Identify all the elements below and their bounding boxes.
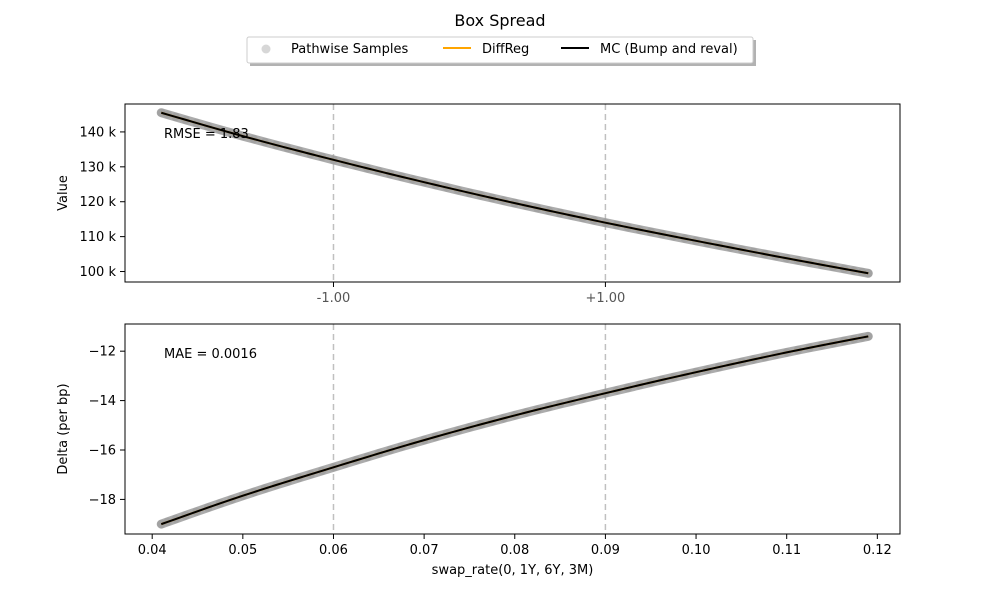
top-pathwise-samples bbox=[156, 108, 873, 278]
top-ytick-label: 100 k bbox=[80, 265, 117, 280]
legend-box bbox=[246, 36, 754, 64]
top-ytick-label: 120 k bbox=[80, 195, 117, 210]
x-axis-label: swap_rate(0, 1Y, 6Y, 3M) bbox=[432, 563, 594, 578]
bottom-mc-line bbox=[160, 335, 869, 526]
top-vline-label: -1.00 bbox=[317, 291, 351, 306]
bottom-xtick-label: 0.08 bbox=[500, 543, 529, 558]
bottom-frame bbox=[124, 323, 901, 535]
bottom-xtick-label: 0.04 bbox=[138, 543, 167, 558]
bottom-ytick-label: −14 bbox=[89, 394, 116, 409]
bottom-xtick-label: 0.05 bbox=[228, 543, 257, 558]
legend-label: DiffReg bbox=[482, 42, 529, 57]
top-sample-point bbox=[157, 108, 166, 117]
bottom-y-axis-label: Delta (per bp) bbox=[56, 383, 71, 474]
bottom-ytick-label: −12 bbox=[89, 345, 116, 360]
bottom-diffreg-line bbox=[160, 335, 869, 526]
bottom-annotation: MAE = 0.0016 bbox=[164, 347, 257, 362]
bottom-panel: −18 −16 −14 −12 Delta (per bp) 0.04 0.05 0.06 0.… bbox=[56, 323, 901, 558]
bottom-xtick-label: 0.09 bbox=[591, 543, 620, 558]
bottom-ytick-label: −16 bbox=[89, 444, 116, 459]
top-sample-point bbox=[864, 269, 873, 278]
bottom-xtick-label: 0.12 bbox=[863, 543, 892, 558]
top-panel: 100 k 110 k 120 k 130 k 140 k Value -1.00 +1.00… bbox=[56, 103, 901, 306]
bottom-xtick-label: 0.07 bbox=[410, 543, 439, 558]
legend-marker-samples bbox=[261, 44, 271, 54]
top-ytick-label: 110 k bbox=[80, 230, 117, 245]
top-frame bbox=[124, 103, 901, 283]
bottom-sample-point bbox=[864, 332, 873, 341]
bottom-xtick-label: 0.06 bbox=[319, 543, 348, 558]
bottom-xtick-label: 0.11 bbox=[772, 543, 801, 558]
bottom-sample-point bbox=[157, 519, 166, 529]
top-mc-line bbox=[160, 111, 869, 275]
bottom-xtick-label: 0.10 bbox=[682, 543, 711, 558]
top-annotation: RMSE = 1.83 bbox=[164, 127, 249, 142]
legend-label: Pathwise Samples bbox=[291, 42, 408, 57]
bottom-pathwise-samples bbox=[156, 331, 873, 529]
top-vline-label: +1.00 bbox=[585, 291, 625, 306]
legend-label: MC (Bump and reval) bbox=[600, 42, 738, 57]
top-ytick-label: 140 k bbox=[80, 125, 117, 140]
chart-title: Box Spread bbox=[454, 11, 545, 30]
bottom-ytick-label: −18 bbox=[89, 493, 116, 508]
top-y-axis-label: Value bbox=[56, 175, 71, 211]
top-ytick-label: 130 k bbox=[80, 160, 117, 175]
legend: Pathwise Samples DiffReg MC (Bump and reva… bbox=[246, 36, 756, 66]
